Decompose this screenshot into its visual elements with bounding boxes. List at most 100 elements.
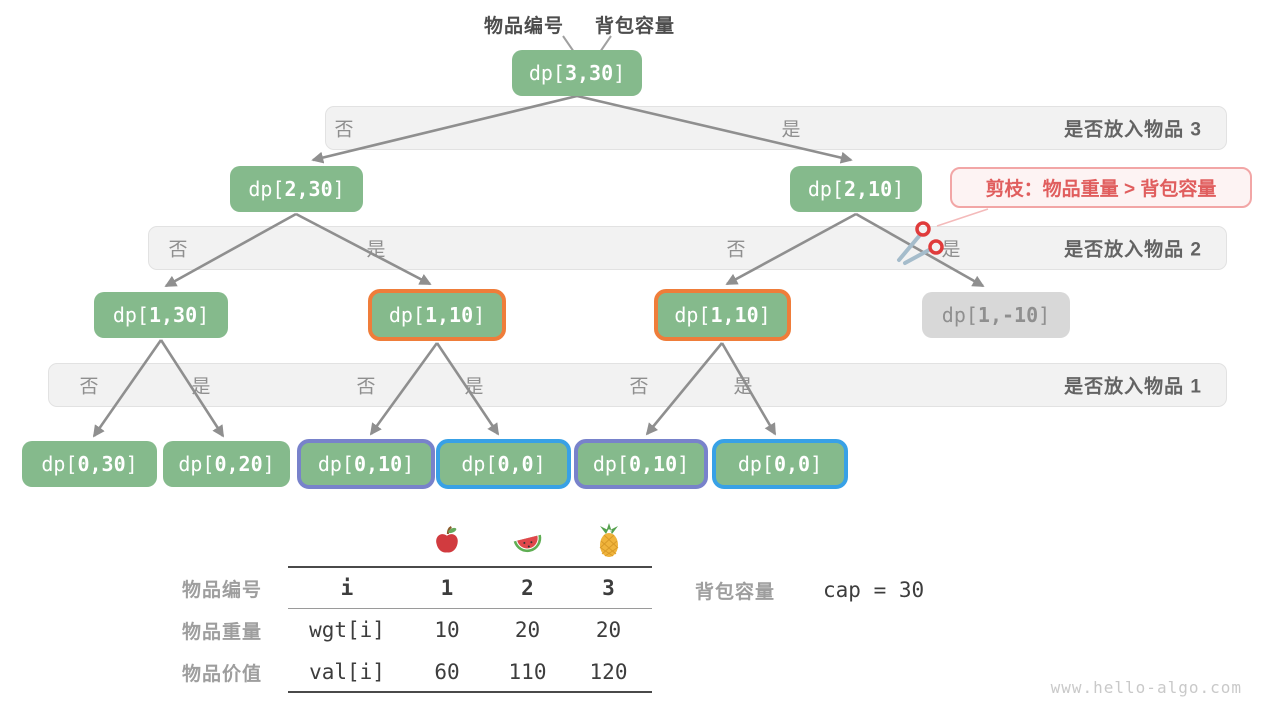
node-args: 1,-10 (977, 303, 1039, 327)
node-dp-3-30: dp[3,30] (512, 50, 642, 96)
node-text: ] (677, 452, 690, 476)
node-args: 0,10 (353, 452, 403, 476)
node-text: ] (473, 303, 486, 327)
table-col-header: i (340, 576, 354, 600)
table-cell: wgt[i] (309, 618, 385, 642)
node-args: 2,30 (284, 177, 333, 201)
node-text: ] (810, 452, 823, 476)
table-rule-top (288, 566, 652, 568)
decision-band-item-2: 否 是 否 是 是否放入物品 2 (148, 226, 1227, 270)
branch-no-label: 否 (168, 239, 188, 261)
node-text: ] (758, 303, 771, 327)
table-col-header: 2 (521, 576, 534, 600)
branch-no-label: 否 (334, 119, 354, 141)
node-args: 2,10 (843, 177, 893, 201)
table-spacer (288, 515, 406, 567)
node-args: 0,30 (77, 452, 126, 476)
node-text: ] (125, 452, 138, 476)
node-dp-1-neg10-pruned: dp[1,-10] (922, 292, 1070, 338)
node-args: 0,0 (773, 452, 811, 476)
capacity-label: 背包容量 (695, 581, 776, 603)
branch-yes-label: 是 (733, 376, 753, 398)
node-args: 0,0 (497, 452, 534, 476)
node-args: 0,20 (214, 452, 263, 476)
table-row-header: 物品价值 (181, 663, 262, 685)
table-cell: val[i] (309, 660, 385, 684)
node-dp-0-0-right: dp[0,0] (712, 439, 848, 489)
table-cell: 10 (434, 618, 460, 642)
prune-callout-text: 剪枝：物品重量 > 背包容量 (985, 179, 1217, 200)
item-table: 物品编号 i 1 2 3 物品重量 wgt[i] 10 20 20 物品价值 v… (168, 515, 652, 693)
item-index-pointer-label: 物品编号 (483, 16, 565, 37)
node-args: 1,10 (710, 303, 759, 327)
node-text: ] (402, 452, 415, 476)
table-spacer (168, 515, 288, 567)
node-text: ] (1038, 303, 1051, 327)
node-dp-2-30: dp[2,30] (230, 166, 363, 212)
node-dp-0-20: dp[0,20] (163, 441, 290, 487)
branch-no-label: 否 (629, 376, 649, 398)
node-text: ] (892, 177, 905, 201)
table-col-header: 3 (602, 576, 615, 600)
prune-callout: 剪枝：物品重量 > 背包容量 (950, 167, 1252, 208)
band-title: 是否放入物品 3 (1064, 119, 1202, 141)
node-text: dp[ (317, 452, 354, 476)
watermelon-icon (488, 515, 567, 567)
node-dp-2-10: dp[2,10] (790, 166, 922, 212)
node-text: ] (613, 61, 626, 85)
branch-no-label: 否 (726, 239, 746, 261)
node-args: 1,10 (424, 303, 474, 327)
branch-yes-label: 是 (941, 239, 961, 261)
capacity-value: cap = 30 (823, 578, 925, 602)
table-col-header: 1 (440, 576, 454, 600)
node-text: dp[ (112, 303, 149, 327)
table-cell: 60 (434, 660, 460, 684)
node-dp-1-10-right-highlighted: dp[1,10] (654, 289, 791, 341)
table-rule-bottom (288, 691, 652, 693)
node-dp-1-10-left-highlighted: dp[1,10] (368, 289, 506, 341)
callout-leader-line (936, 208, 989, 227)
branch-yes-label: 是 (191, 376, 211, 398)
node-text: dp[ (388, 303, 425, 327)
table-cell: 20 (514, 618, 541, 642)
node-args: 1,30 (148, 303, 198, 327)
node-text: dp[ (461, 452, 498, 476)
node-text: dp[ (941, 303, 978, 327)
branch-no-label: 否 (356, 376, 376, 398)
node-text: dp[ (592, 452, 629, 476)
node-text: ] (533, 452, 546, 476)
node-text: ] (262, 452, 275, 476)
watermark: www.hello-algo.com (1050, 678, 1242, 697)
table-cell: 110 (508, 660, 547, 684)
table-rule-middle (288, 608, 652, 609)
capacity-note: 背包容量 cap = 30 (695, 575, 924, 605)
node-dp-0-10-right: dp[0,10] (574, 439, 708, 489)
node-dp-0-10-left: dp[0,10] (297, 439, 435, 489)
node-text: dp[ (737, 452, 774, 476)
apple-icon (406, 515, 488, 567)
node-text: dp[ (528, 61, 565, 85)
node-text: dp[ (41, 452, 78, 476)
pineapple-icon (567, 515, 650, 567)
node-text: ] (332, 177, 345, 201)
branch-yes-label: 是 (464, 376, 484, 398)
node-dp-0-0-left: dp[0,0] (436, 439, 571, 489)
branch-yes-label: 是 (366, 239, 386, 261)
node-text: dp[ (248, 177, 285, 201)
table-row-header: 物品编号 (181, 579, 262, 601)
node-text: dp[ (807, 177, 844, 201)
node-dp-0-30: dp[0,30] (22, 441, 157, 487)
table-cell: 20 (595, 618, 622, 642)
node-args: 3,30 (564, 61, 614, 85)
node-text: dp[ (178, 452, 215, 476)
branch-no-label: 否 (79, 376, 99, 398)
band-title: 是否放入物品 1 (1064, 376, 1202, 398)
node-text: dp[ (674, 303, 711, 327)
table-cell: 120 (589, 660, 628, 684)
band-title: 是否放入物品 2 (1064, 239, 1202, 261)
node-text: ] (197, 303, 210, 327)
node-dp-1-30: dp[1,30] (94, 292, 228, 338)
branch-yes-label: 是 (781, 119, 801, 141)
capacity-pointer-label: 背包容量 (594, 16, 676, 37)
